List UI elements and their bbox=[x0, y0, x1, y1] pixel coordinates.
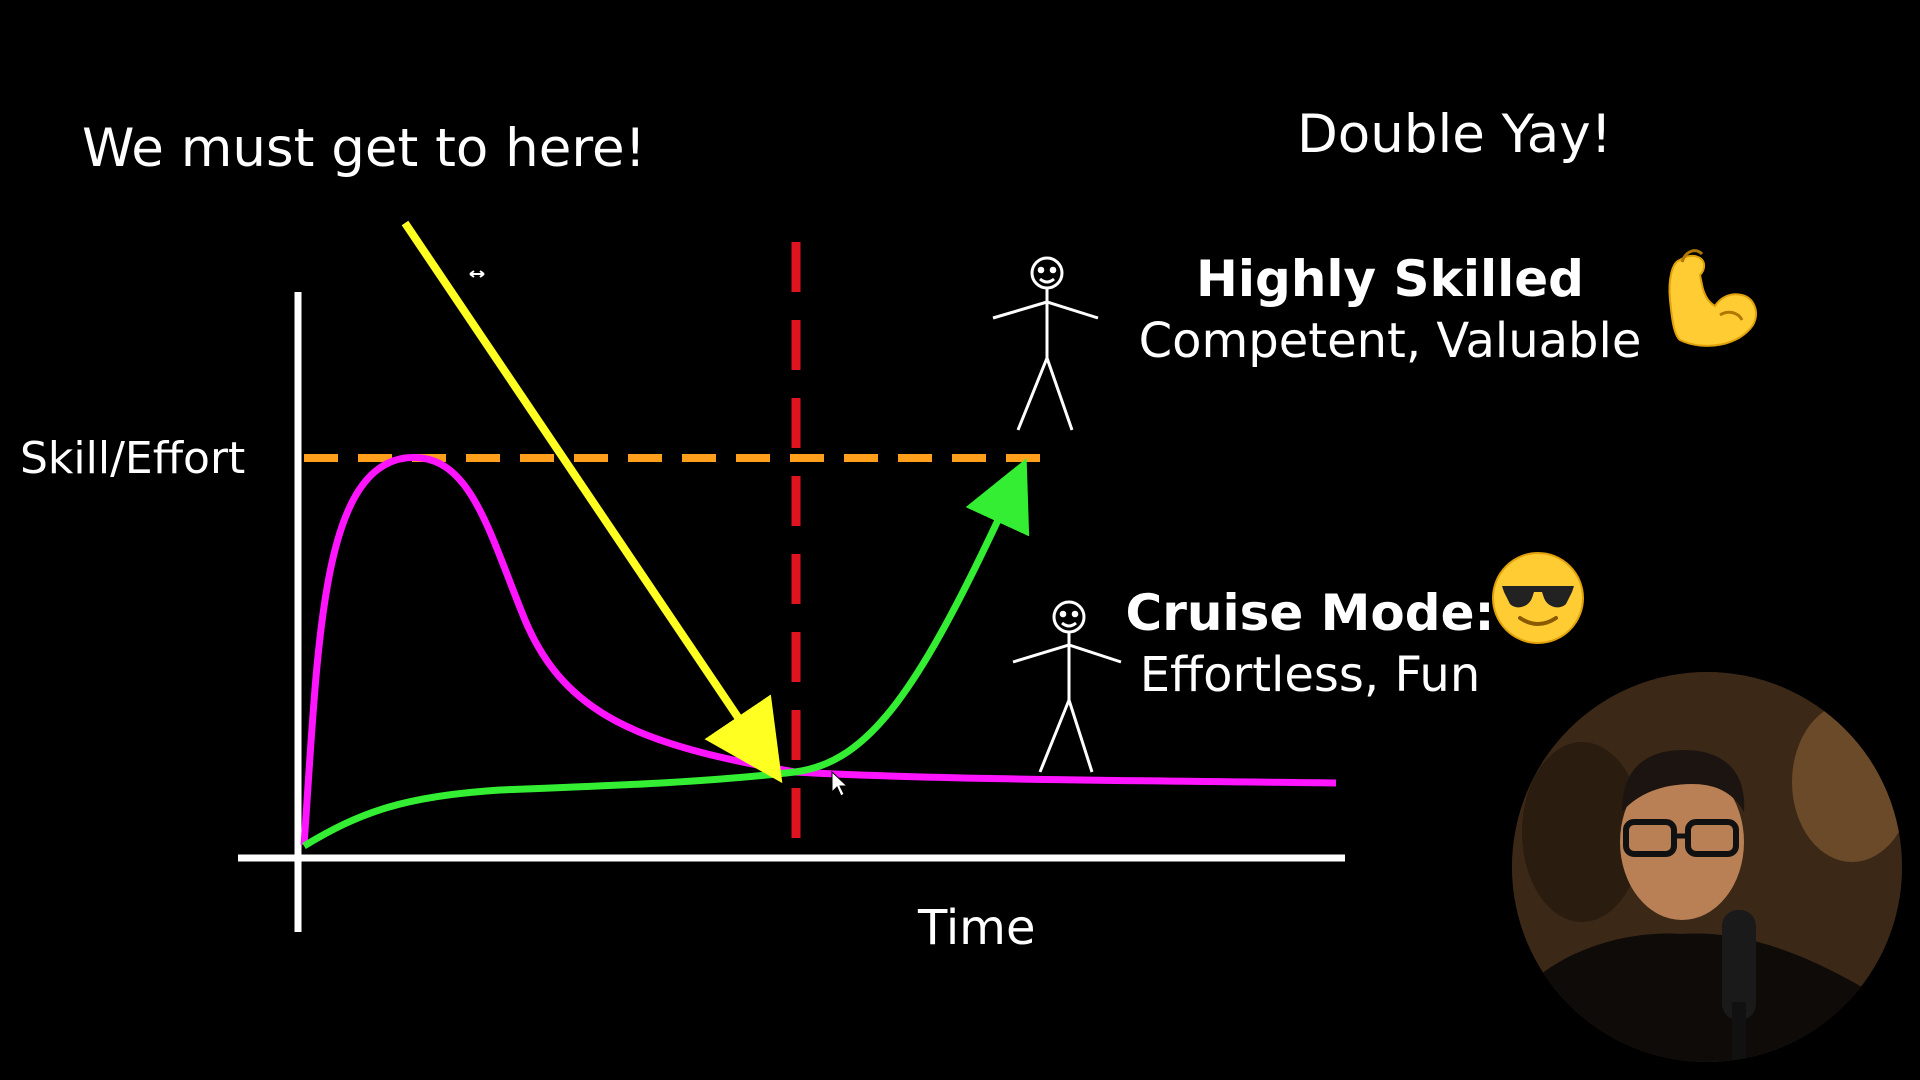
highly-skilled-label: Highly Skilled Competent, Valuable bbox=[1130, 248, 1650, 372]
effort-curve bbox=[300, 454, 1337, 846]
flexed-biceps-icon bbox=[1668, 249, 1757, 347]
smiling-face-with-sunglasses-icon bbox=[1492, 552, 1584, 644]
cruise-mode-title: Cruise Mode: bbox=[1125, 584, 1495, 642]
skill-curve bbox=[302, 458, 1030, 849]
skilled-stick-figure bbox=[992, 256, 1099, 431]
x-axis-label: Time bbox=[918, 900, 1036, 956]
presenter-webcam-icon bbox=[1512, 672, 1902, 1062]
highly-skilled-subtitle: Competent, Valuable bbox=[1138, 313, 1642, 369]
headline-text: We must get to here! bbox=[82, 118, 646, 179]
presenter-webcam bbox=[1512, 672, 1902, 1062]
cruise-mode-label: Cruise Mode: Effortless, Fun bbox=[1120, 582, 1500, 706]
highly-skilled-title: Highly Skilled bbox=[1196, 250, 1584, 308]
y-axis-label: Skill/Effort bbox=[20, 433, 246, 484]
cruise-mode-subtitle: Effortless, Fun bbox=[1139, 647, 1481, 703]
mouse-cursor-icon bbox=[831, 770, 849, 797]
pointer-arrow bbox=[401, 220, 783, 784]
cruise-stick-figure bbox=[1012, 600, 1122, 773]
resize-cursor-icon bbox=[469, 270, 485, 278]
double-yay-text: Double Yay! bbox=[1297, 104, 1612, 165]
